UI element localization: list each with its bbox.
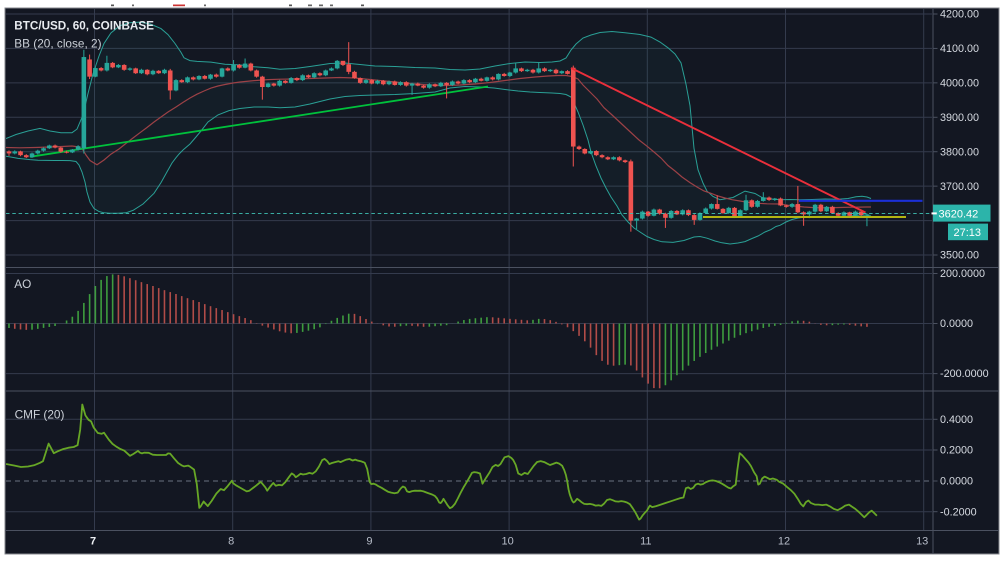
svg-text:12: 12 <box>778 536 790 548</box>
svg-text:4100.00: 4100.00 <box>940 43 979 55</box>
svg-text:AO: AO <box>14 277 31 291</box>
svg-text:3700.00: 3700.00 <box>940 181 979 193</box>
svg-text:BB (20, close, 2): BB (20, close, 2) <box>14 36 101 50</box>
svg-text:8: 8 <box>228 536 234 548</box>
svg-text:4200.00: 4200.00 <box>940 9 979 21</box>
svg-text:3800.00: 3800.00 <box>940 146 979 158</box>
svg-text:7: 7 <box>90 536 96 548</box>
svg-text:0.4000: 0.4000 <box>940 414 973 426</box>
svg-text:9: 9 <box>366 536 372 548</box>
svg-text:-200.0000: -200.0000 <box>940 368 989 380</box>
svg-text:CMF (20): CMF (20) <box>15 407 65 421</box>
svg-text:3500.00: 3500.00 <box>940 250 979 262</box>
svg-text:3620.42: 3620.42 <box>939 208 979 220</box>
svg-text:200.0000: 200.0000 <box>940 268 985 280</box>
svg-text:11: 11 <box>640 536 651 548</box>
svg-text:0.0000: 0.0000 <box>940 318 973 330</box>
svg-text:27:13: 27:13 <box>954 227 982 239</box>
svg-text:10: 10 <box>501 536 513 548</box>
svg-text:4000.00: 4000.00 <box>940 77 979 89</box>
svg-text:-0.2000: -0.2000 <box>940 506 977 518</box>
svg-text:13: 13 <box>916 536 928 548</box>
svg-text:0.2000: 0.2000 <box>940 445 973 457</box>
svg-text:0.0000: 0.0000 <box>940 476 973 488</box>
svg-text:BTC/USD, 60, COINBASE: BTC/USD, 60, COINBASE <box>14 20 154 33</box>
svg-text:3900.00: 3900.00 <box>940 112 979 124</box>
